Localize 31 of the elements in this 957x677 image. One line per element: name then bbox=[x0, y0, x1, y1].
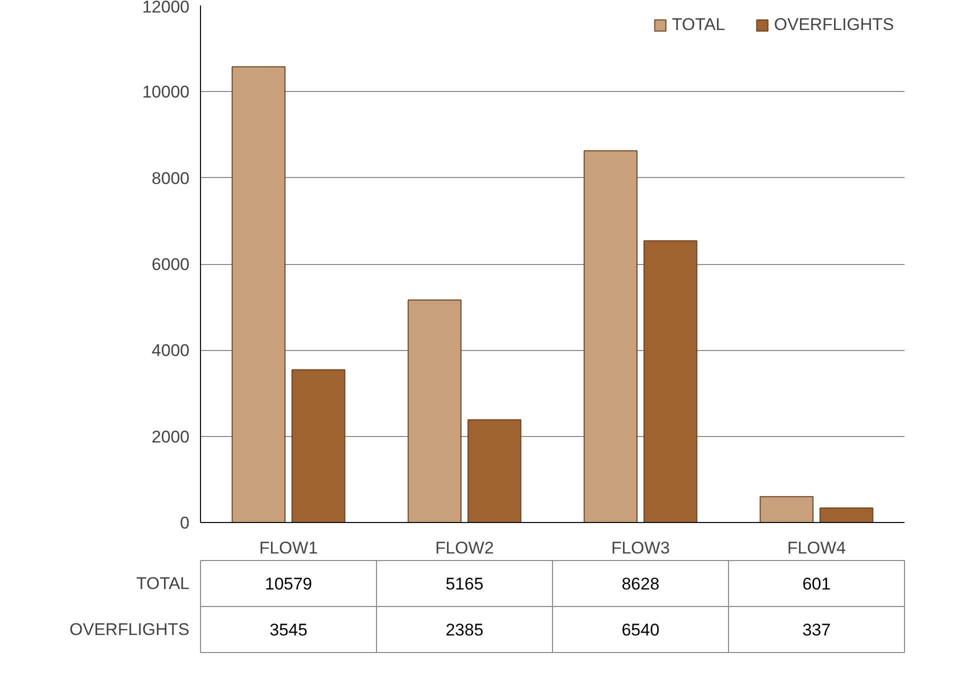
text: TOTAL bbox=[136, 574, 190, 593]
x-tick-label: FLOW4 bbox=[787, 538, 846, 558]
bar bbox=[760, 496, 814, 522]
bar bbox=[644, 240, 698, 522]
y-tick-label: 4000 bbox=[152, 341, 190, 360]
y-tick-label: 12000 bbox=[142, 0, 190, 16]
data-label: 6540 bbox=[622, 620, 660, 640]
y-tick-label: 10000 bbox=[142, 82, 190, 102]
data-label: 337 bbox=[802, 620, 831, 640]
y-tick-label: 2000 bbox=[152, 427, 190, 446]
data-label: 601 bbox=[802, 574, 831, 594]
bar bbox=[408, 299, 462, 522]
bar bbox=[584, 150, 638, 522]
bar bbox=[232, 66, 286, 522]
data-label: 10579 bbox=[264, 574, 312, 594]
y-tick-label: 0 bbox=[180, 514, 190, 532]
data-label: 2385 bbox=[446, 620, 484, 640]
legend-label: TOTAL bbox=[672, 15, 726, 35]
y-tick-label: 6000 bbox=[152, 255, 190, 274]
text: OVERFLIGHTS bbox=[70, 620, 190, 639]
data-label: 3545 bbox=[270, 620, 308, 640]
data-label: 8628 bbox=[622, 574, 660, 594]
x-tick-label: FLOW3 bbox=[611, 538, 670, 558]
bar bbox=[820, 507, 874, 522]
x-tick-label: FLOW1 bbox=[259, 538, 318, 558]
x-tick-label: FLOW2 bbox=[435, 538, 494, 558]
bar bbox=[292, 369, 346, 522]
bar bbox=[468, 419, 522, 522]
data-label: 5165 bbox=[446, 574, 484, 594]
legend-label: OVERFLIGHTS bbox=[774, 15, 894, 35]
y-tick-label: 8000 bbox=[152, 168, 190, 188]
